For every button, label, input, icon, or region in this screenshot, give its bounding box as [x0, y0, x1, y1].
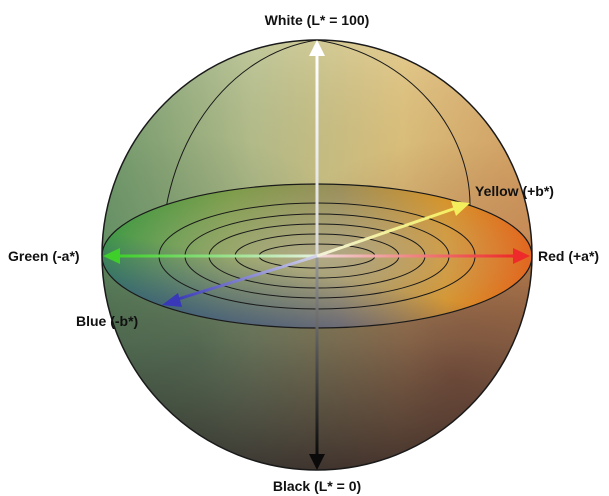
- axis-green-left: [103, 248, 317, 264]
- label-blue: Blue (-b*): [76, 313, 138, 329]
- label-white: White (L* = 100): [265, 12, 370, 28]
- label-yellow: Yellow (+b*): [475, 183, 554, 199]
- label-red: Red (+a*): [538, 248, 599, 264]
- axis-white-up: [309, 40, 325, 256]
- axis-yellow-b-plus: [316, 201, 470, 258]
- label-green: Green (-a*): [8, 248, 80, 264]
- label-black: Black (L* = 0): [273, 478, 361, 494]
- axis-black-down: [309, 256, 325, 470]
- axis-blue-b-minus: [162, 254, 318, 307]
- axis-red-right: [317, 248, 530, 264]
